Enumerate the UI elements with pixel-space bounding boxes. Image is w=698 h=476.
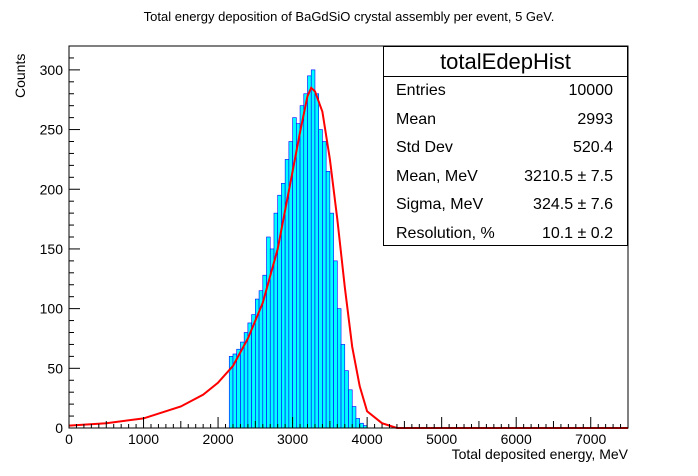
histogram-bar — [340, 344, 346, 429]
x-tick-label: 1000 — [128, 431, 159, 447]
histogram-bar — [310, 69, 316, 429]
stats-label: Std Dev — [396, 139, 453, 157]
y-tick-label: 100 — [40, 301, 64, 317]
histogram-bar — [314, 93, 319, 429]
y-tick-label: 0 — [55, 420, 63, 436]
stats-value: 3210.5 ± 7.5 — [524, 167, 613, 185]
stats-label: Entries — [396, 82, 446, 99]
y-tick-label: 150 — [40, 241, 64, 257]
histogram-bar — [296, 123, 301, 429]
x-tick-label: 5000 — [426, 431, 457, 447]
stats-label: Resolution, % — [396, 224, 495, 242]
fit-curve — [68, 86, 628, 429]
y-tick-label: 300 — [40, 62, 64, 78]
stats-label: Mean, MeV — [396, 167, 478, 185]
histogram-bar — [303, 93, 308, 429]
histogram-bar — [344, 370, 349, 429]
histogram-bar — [273, 212, 278, 429]
stats-row-fit-sigma: Sigma, MeV 324.5 ± 7.6 — [384, 191, 627, 220]
stats-row-resolution: Resolution, % 10.1 ± 0.2 — [384, 220, 627, 249]
histogram-bar — [307, 75, 312, 429]
stats-row-std-dev: Std Dev 520.4 — [384, 134, 627, 163]
histogram-bar — [322, 141, 327, 429]
stats-row-entries: Entries 10000 — [384, 77, 627, 106]
histogram-bar — [359, 422, 364, 429]
histogram-bar — [243, 332, 249, 429]
histogram-bar — [251, 314, 256, 429]
chart-title: Total energy deposition of BaGdSiO cryst… — [144, 9, 555, 24]
stats-label: Mean — [396, 110, 437, 128]
histogram-bar — [337, 308, 342, 429]
histogram-bar — [240, 341, 245, 429]
stats-value: 324.5 ± 7.6 — [533, 196, 613, 214]
histogram-bar — [318, 129, 323, 429]
x-tick-label: 7000 — [575, 431, 606, 447]
x-tick-label: 6000 — [501, 431, 532, 447]
histogram-bar — [351, 406, 357, 429]
histogram-bar — [355, 418, 360, 429]
histogram-bar — [266, 236, 271, 429]
x-tick-label: 3000 — [277, 431, 308, 447]
y-tick-label: 250 — [40, 122, 64, 138]
x-tick-label: 0 — [65, 431, 73, 447]
histogram-bar — [348, 389, 353, 429]
histogram-bar — [329, 212, 334, 429]
stats-value: 10000 — [568, 82, 614, 99]
stats-value: 2993 — [577, 110, 613, 128]
y-tick-label: 50 — [47, 360, 63, 376]
stats-row-mean: Mean 2993 — [384, 106, 627, 135]
y-axis-label: Counts — [12, 54, 28, 98]
y-tick-label: 200 — [40, 181, 64, 197]
stats-row-fit-mean: Mean, MeV 3210.5 ± 7.5 — [384, 163, 627, 192]
histogram-bar — [325, 171, 331, 429]
stats-value: 10.1 ± 0.2 — [541, 224, 613, 242]
stats-value: 520.4 — [572, 139, 613, 157]
histogram-bar — [333, 260, 338, 429]
stats-box: totalEdepHist Entries 10000 Mean 2993 St… — [383, 46, 628, 246]
x-tick-label: 4000 — [352, 431, 383, 447]
stats-title: totalEdepHist — [384, 47, 627, 77]
x-tick-label: 2000 — [202, 431, 233, 447]
stats-label: Sigma, MeV — [396, 196, 484, 214]
x-axis-label: Total deposited energy, MeV — [452, 446, 629, 462]
histogram-bar — [299, 105, 305, 429]
histogram-bar — [236, 348, 241, 429]
